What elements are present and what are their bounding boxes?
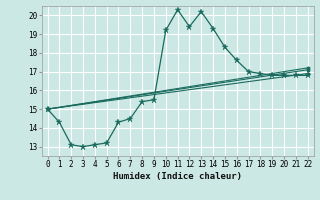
X-axis label: Humidex (Indice chaleur): Humidex (Indice chaleur) bbox=[113, 172, 242, 181]
